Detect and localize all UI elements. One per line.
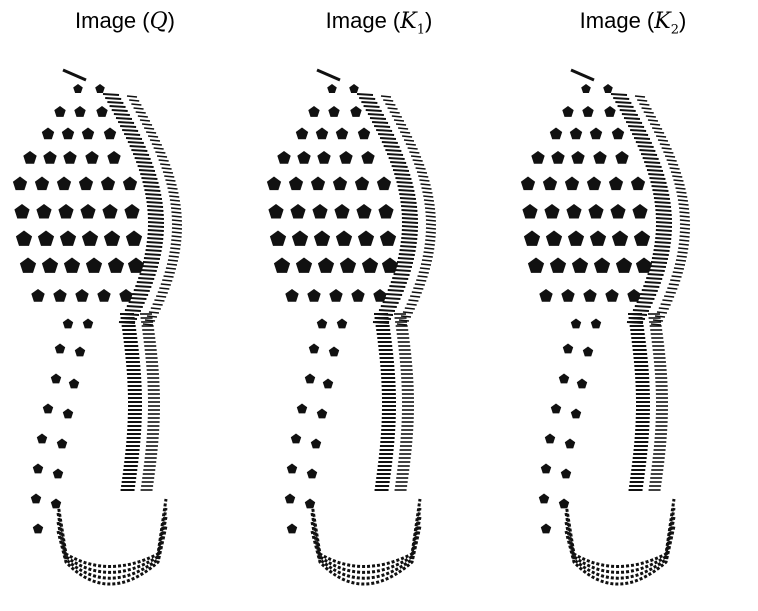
panel-q: Image (Q) [0, 0, 250, 611]
panel-k2: Image (K2) [508, 0, 758, 611]
title-prefix: Image ( [325, 8, 401, 33]
title-suffix: ) [678, 8, 687, 33]
panel-title: Image (K1) [254, 8, 504, 37]
title-symbol: K [654, 9, 671, 34]
panel-k1: Image (K1) [254, 0, 504, 611]
shoeprint-icon [12, 68, 183, 586]
shoeprint-icon [266, 68, 437, 586]
title-symbol: Q [149, 9, 168, 34]
panel-title: Image (K2) [508, 8, 758, 37]
title-prefix: Image ( [75, 8, 150, 33]
title-suffix: ) [424, 8, 433, 33]
panel-title: Image (Q) [0, 8, 250, 37]
title-prefix: Image ( [579, 8, 655, 33]
title-suffix: ) [167, 8, 175, 33]
title-symbol: K [400, 9, 417, 34]
title-subscript: 1 [416, 22, 425, 38]
shoeprint-icon [520, 68, 691, 586]
title-subscript: 2 [670, 22, 679, 38]
